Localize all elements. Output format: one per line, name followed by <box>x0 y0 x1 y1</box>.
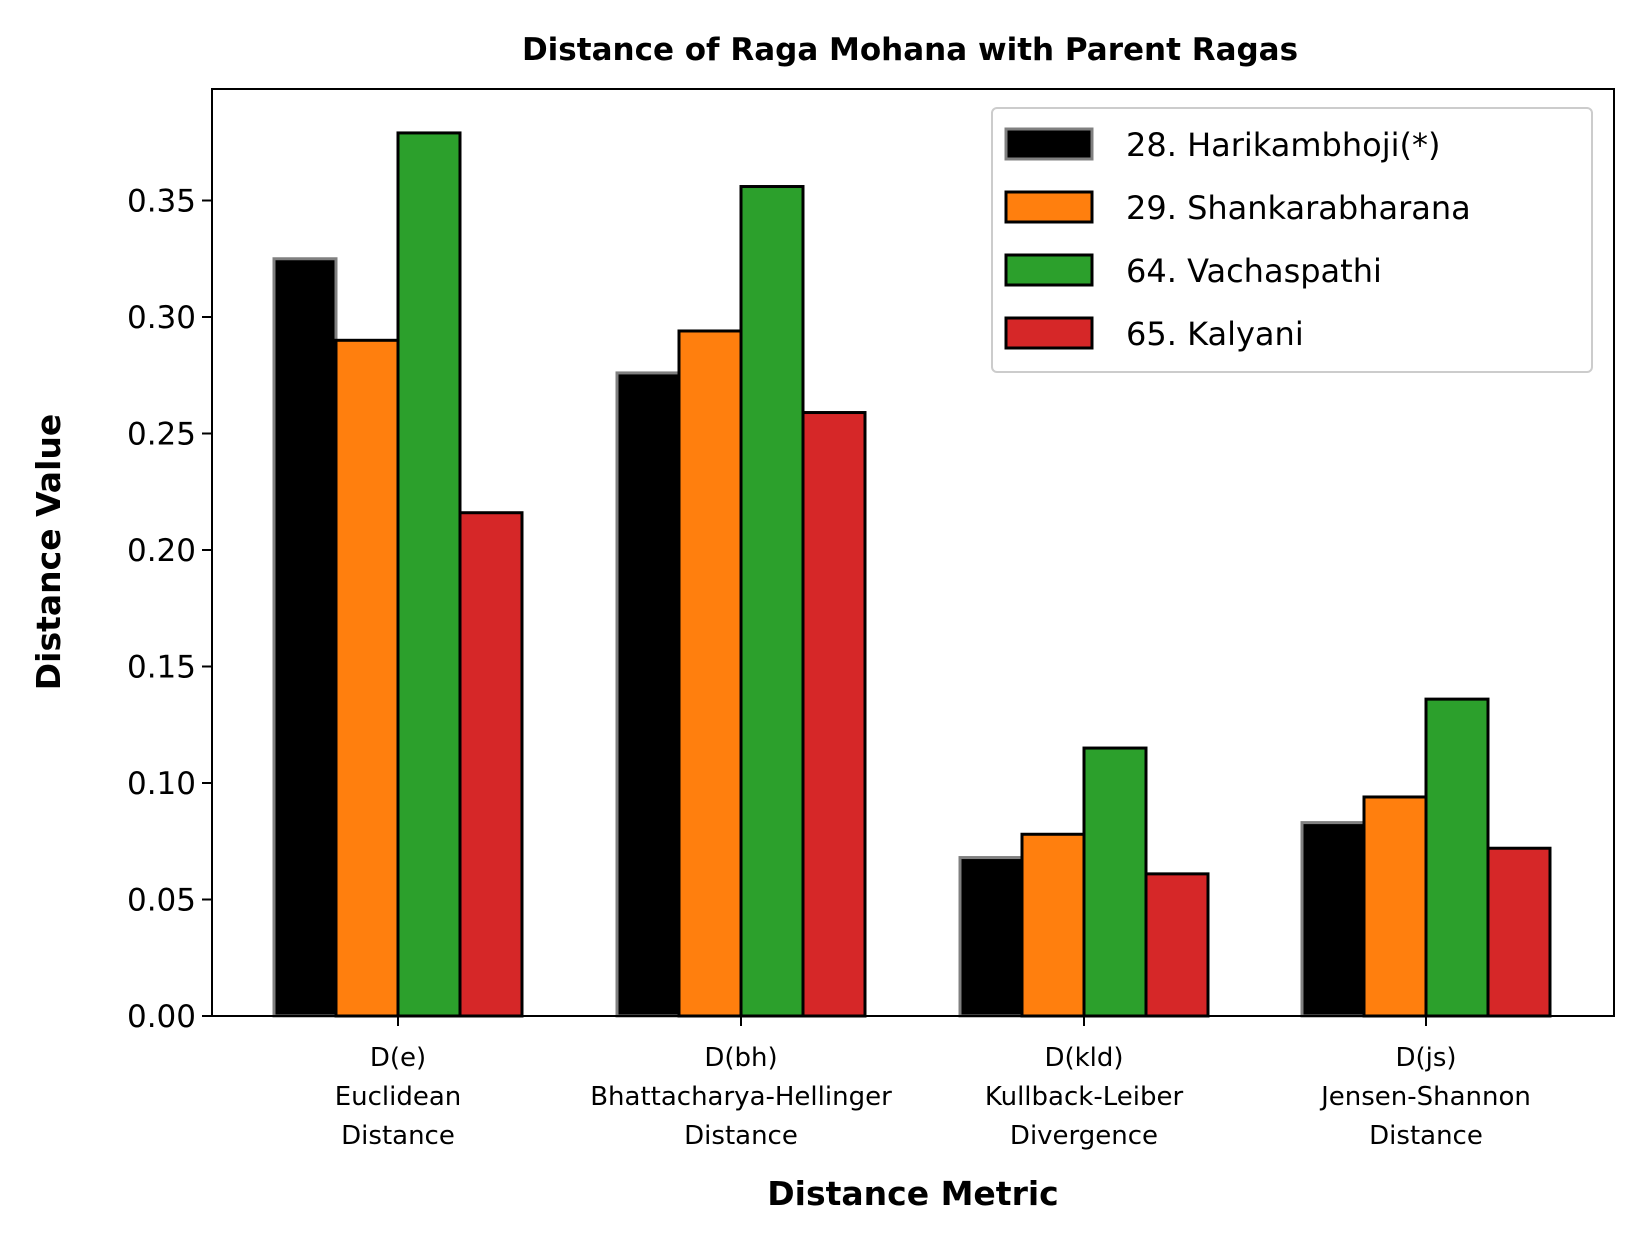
y-tick-label: 0.30 <box>127 300 196 336</box>
bar-series-4-category-1 <box>458 511 524 1018</box>
y-tick-label: 0.05 <box>127 883 196 919</box>
bar-series-1-category-3 <box>958 856 1024 1018</box>
y-tick-label: 0.00 <box>127 999 196 1035</box>
legend-swatch <box>1004 127 1094 161</box>
bar-series-2-category-4 <box>1362 795 1428 1018</box>
bar-series-1-category-2 <box>615 371 681 1018</box>
bar-series-4-category-3 <box>1144 872 1210 1018</box>
bar-series-2-category-2 <box>677 329 743 1018</box>
legend-label: 65. Kalyani <box>1126 315 1304 353</box>
bar-series-4-category-2 <box>801 411 867 1018</box>
x-tick-label: D(e) Euclidean Distance <box>335 1043 462 1151</box>
bar-series-4-category-4 <box>1486 846 1552 1018</box>
legend-label: 29. Shankarabharana <box>1126 189 1471 227</box>
x-axis-label: Distance Metric <box>767 1174 1058 1213</box>
bar-series-2-category-3 <box>1020 832 1086 1018</box>
bar-series-1-category-4 <box>1300 821 1366 1018</box>
chart-title: Distance of Raga Mohana with Parent Raga… <box>522 32 1298 68</box>
legend-box <box>991 107 1593 373</box>
y-tick-label: 0.10 <box>127 766 196 802</box>
legend-swatch <box>1004 316 1094 350</box>
bar-series-3-category-4 <box>1424 697 1490 1018</box>
y-tick-label: 0.20 <box>127 533 196 569</box>
legend-label: 64. Vachaspathi <box>1126 252 1382 290</box>
y-tick-label: 0.15 <box>127 650 196 686</box>
bar-series-2-category-1 <box>334 338 400 1018</box>
bar-series-1-category-1 <box>272 257 338 1018</box>
bar-series-3-category-2 <box>739 185 805 1018</box>
x-tick-label: D(bh) Bhattacharya-Hellinger Distance <box>590 1043 892 1151</box>
x-tick-label: D(js) Jensen-Shannon Distance <box>1319 1043 1531 1151</box>
legend-label: 28. Harikambhoji(*) <box>1126 126 1440 164</box>
legend-swatch <box>1004 190 1094 224</box>
y-axis-label: Distance Value <box>29 414 68 691</box>
x-tick-label: D(kld) Kullback-Leiber Divergence <box>985 1043 1184 1151</box>
bar-series-3-category-3 <box>1082 746 1148 1018</box>
legend-swatch <box>1004 253 1094 287</box>
y-tick-label: 0.25 <box>127 417 196 453</box>
bar-series-3-category-1 <box>396 131 462 1018</box>
legend: 28. Harikambhoji(*) 29. Shankarabharana 64… <box>991 107 1593 373</box>
y-tick-label: 0.35 <box>127 184 196 220</box>
plot-frame <box>211 88 1615 1017</box>
x-axis: D(e) Euclidean Distance D(bh) Bhattacharya-H… <box>335 1016 1531 1151</box>
y-axis: 0.00 0.05 0.10 0.15 0.20 0.25 0.30 0.35 <box>127 184 212 1035</box>
